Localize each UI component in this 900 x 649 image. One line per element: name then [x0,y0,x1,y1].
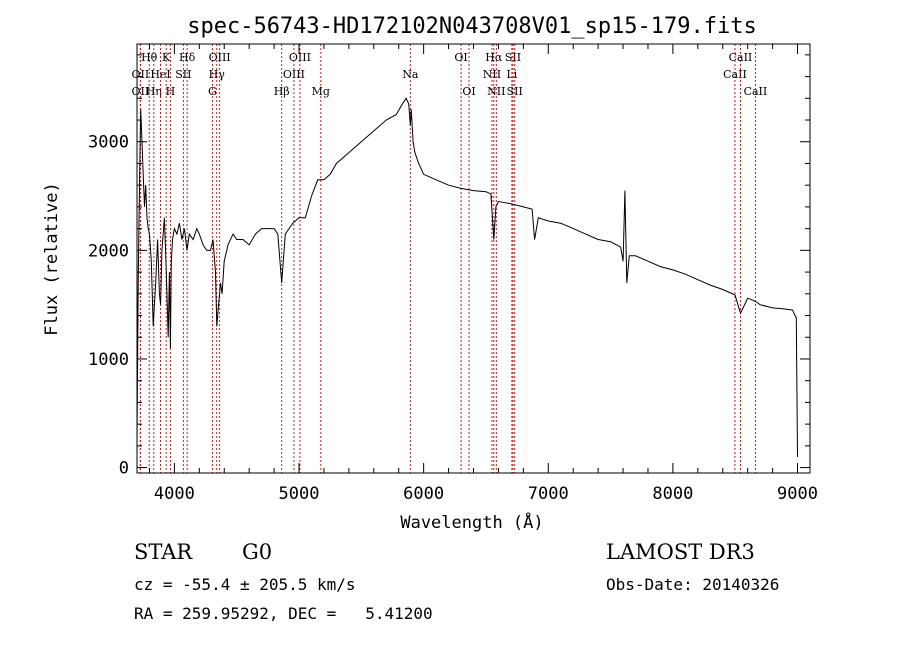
x-tick-label: 5000 [279,484,320,504]
emission-line-label: OI [462,85,475,98]
flux-series-line [136,97,798,457]
emission-line-label: OII [132,68,150,81]
y-tick-label: 3000 [88,133,129,153]
emission-line-label: Mg [312,85,330,98]
x-tick-label: 8000 [652,484,693,504]
emission-line-label: Hβ [274,85,290,98]
emission-line-label: Hη [146,85,162,98]
emission-line-label: OII [132,85,150,98]
line-markers: HθOIIOIIHηHeIKHSIIHδGHγOIIIHβOIIIOIIIMgN… [132,44,768,473]
coordinates: RA = 259.95292, DEC = 5.41200 [134,604,433,623]
emission-line-label: Na [402,68,419,81]
x-axis: 4000 5000 6000 7000 8000 9000 [148,44,818,504]
observation-date: Obs-Date: 20140326 [606,575,780,594]
emission-line-label: NII [483,68,501,81]
emission-line-label: HeI [150,68,170,81]
emission-line-label: G [208,85,217,98]
emission-line-label: CaII [729,51,753,64]
y-tick-label: 1000 [88,350,129,370]
object-class: STAR [134,540,193,564]
emission-line-label: OIII [289,51,311,64]
emission-line-label: OIII [209,51,231,64]
emission-line-label: NII [487,85,505,98]
emission-line-label: Hγ [209,68,226,81]
emission-line-label: SII [175,68,191,81]
emission-line-label: H [166,85,176,98]
survey-name: LAMOST DR3 [606,540,755,564]
chart-title: spec-56743-HD172102N043708V01_sp15-179.f… [187,14,757,39]
emission-line-label: Hθ [141,51,158,64]
plot-frame [136,43,811,474]
emission-line-label: Hα [485,51,503,64]
emission-line-label: SII [505,51,521,64]
y-tick-label: 2000 [88,241,129,261]
spectral-subclass: G0 [242,540,273,564]
emission-line-label: CaII [723,68,747,81]
x-tick-label: 9000 [777,484,818,504]
emission-line-label: K [162,51,171,64]
emission-line-label: CaII [744,85,768,98]
emission-line-label: SII [507,85,523,98]
emission-line-label: Hδ [179,51,196,64]
x-tick-label: 4000 [154,484,195,504]
redshift-velocity: cz = -55.4 ± 205.5 km/s [134,575,356,594]
y-axis: 0 1000 2000 3000 [88,54,810,479]
y-tick-label: 0 [119,459,129,479]
x-tick-label: 7000 [528,484,569,504]
emission-line-label: Li [506,68,517,81]
x-tick-label: 6000 [403,484,444,504]
emission-line-label: OIII [283,68,305,81]
x-axis-label: Wavelength (Å) [400,511,543,533]
y-axis-label: Flux (relative) [42,182,62,336]
emission-line-label: OI [454,51,467,64]
